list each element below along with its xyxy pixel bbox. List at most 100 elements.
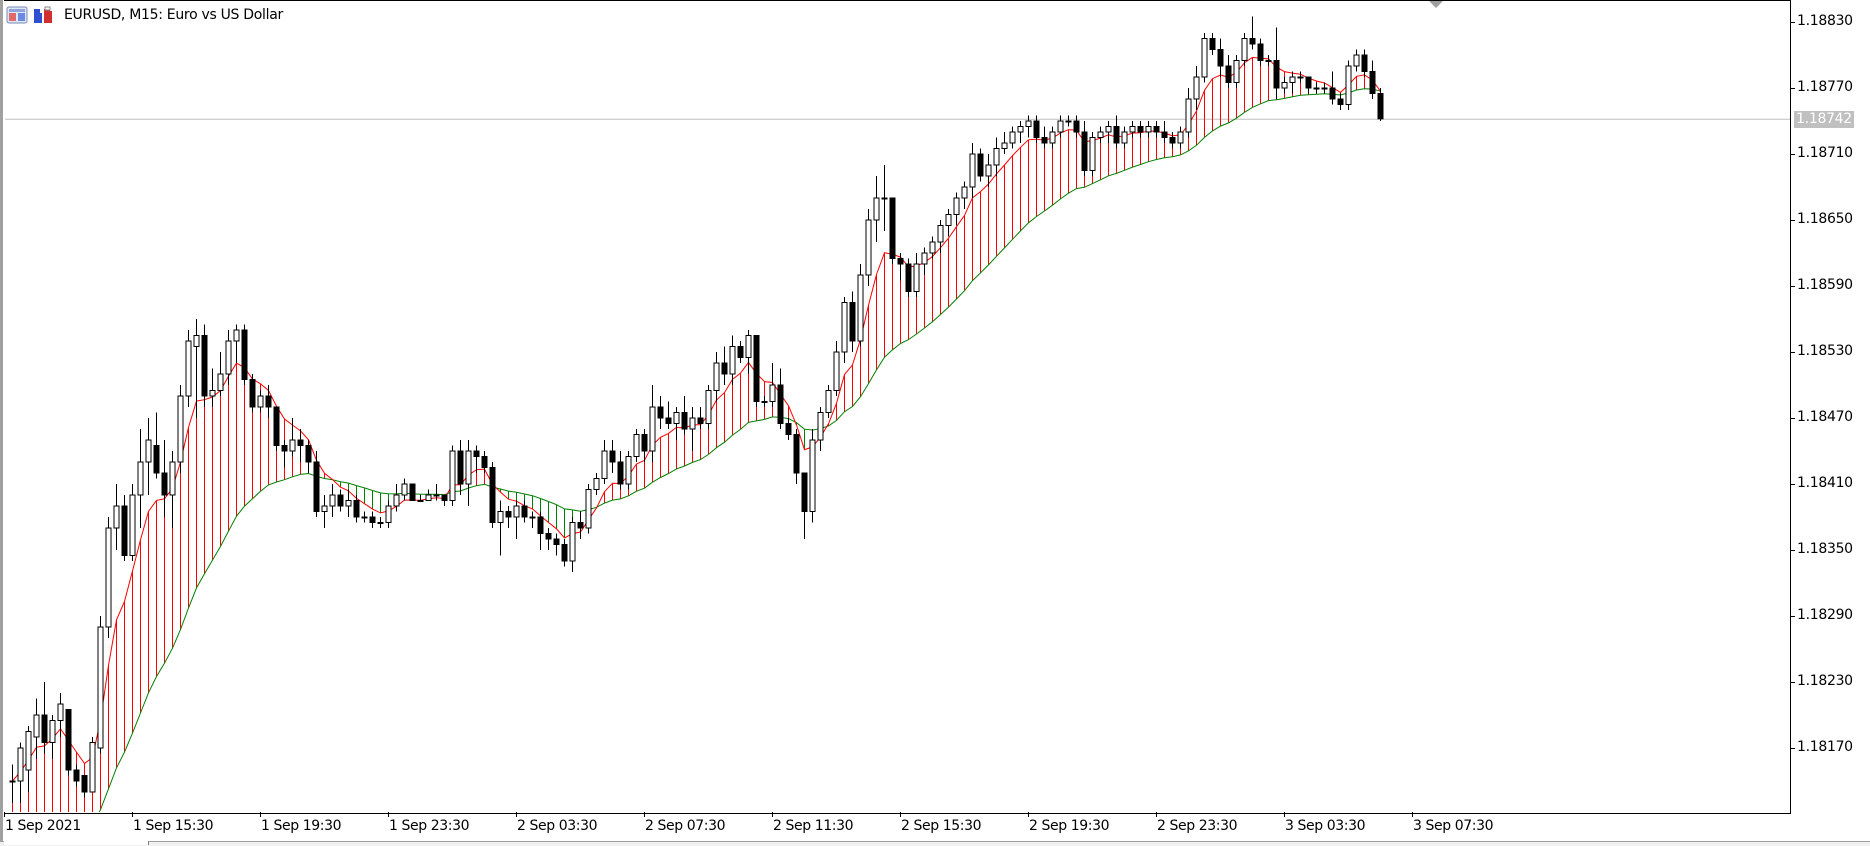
bear-candle (737, 346, 744, 358)
time-label: 2 Sep 11:30 (773, 818, 854, 834)
slow-ma-line (98, 88, 1381, 812)
bear-candle (201, 335, 208, 397)
bull-candle (1177, 131, 1184, 144)
bull-candle (1065, 120, 1072, 123)
bull-candle (921, 252, 928, 265)
price-label: 1.18230 (1797, 673, 1853, 689)
bear-candle (1329, 87, 1336, 100)
bear-candle (1249, 38, 1256, 45)
bear-candle (1273, 60, 1280, 89)
bull-candle (417, 500, 424, 502)
bull-candle (761, 401, 768, 403)
time-label: 2 Sep 03:30 (517, 818, 598, 834)
bull-candle (1289, 76, 1296, 83)
bull-candle (1145, 126, 1152, 133)
bear-candle (849, 302, 856, 342)
bull-candle (857, 274, 864, 342)
bull-candle (913, 263, 920, 292)
bear-candle (489, 467, 496, 523)
bull-candle (1353, 54, 1360, 67)
bear-candle (481, 456, 488, 468)
bull-candle (833, 351, 840, 391)
bull-candle (1241, 38, 1248, 61)
bull-candle (601, 450, 608, 479)
bull-candle (145, 439, 152, 463)
bull-candle (17, 747, 24, 782)
bear-candle (617, 461, 624, 485)
bull-candle (713, 362, 720, 391)
bear-candle (609, 450, 616, 463)
chart-window-icon[interactable] (6, 5, 28, 25)
bull-candle (1281, 82, 1288, 89)
bull-candle (809, 439, 816, 512)
bull-candle (1105, 126, 1112, 133)
fast-ma-line (12, 56, 1381, 782)
bull-candle (1009, 131, 1016, 144)
bull-candle (529, 516, 536, 519)
bear-candle (249, 379, 256, 408)
bear-candle (1369, 71, 1376, 94)
bear-candle (41, 714, 48, 743)
bull-candle (585, 489, 592, 529)
bull-candle (361, 516, 368, 519)
bear-candle (793, 434, 800, 474)
bull-candle (33, 714, 40, 738)
time-label: 2 Sep 19:30 (1029, 818, 1110, 834)
price-label: 1.18470 (1797, 409, 1853, 425)
price-label: 1.18830 (1797, 13, 1853, 29)
bull-candle (513, 505, 520, 518)
chart-shift-marker-icon[interactable] (1429, 1, 1443, 8)
bear-candle (545, 533, 552, 540)
bull-candle (185, 340, 192, 397)
bull-candle (449, 450, 456, 501)
time-label: 1 Sep 23:30 (389, 818, 470, 834)
bear-candle (81, 775, 88, 793)
bull-candle (465, 450, 472, 485)
chart-tab-eurusd[interactable] (4, 841, 149, 845)
bear-candle (1169, 137, 1176, 144)
bear-candle (1113, 126, 1120, 144)
candles (9, 16, 1384, 803)
bull-candle (1097, 131, 1104, 138)
bear-candle (801, 472, 808, 512)
bull-candle (129, 494, 136, 556)
bear-candle (473, 450, 480, 457)
bull-candle (385, 505, 392, 523)
bear-candle (457, 450, 464, 485)
bull-candle (625, 456, 632, 485)
indicator-hatch (12, 57, 1381, 812)
bull-candle (177, 395, 184, 463)
bull-candle (873, 197, 880, 221)
bull-candle (769, 384, 776, 402)
time-label: 2 Sep 07:30 (645, 818, 726, 834)
bull-candle (1017, 126, 1024, 133)
bear-candle (313, 461, 320, 512)
bull-candle (209, 390, 216, 397)
plot-area[interactable] (4, 0, 1791, 814)
bull-candle (433, 494, 440, 497)
bull-candle (1345, 65, 1352, 105)
bear-candle (777, 384, 784, 424)
bear-candle (1225, 65, 1232, 83)
bull-candle (97, 626, 104, 749)
bear-candle (721, 362, 728, 375)
bull-candle (1057, 120, 1064, 133)
bear-candle (1305, 76, 1312, 89)
bull-candle (225, 340, 232, 375)
bull-candle (729, 346, 736, 375)
bull-candle (169, 461, 176, 496)
price-label: 1.18650 (1797, 211, 1853, 227)
bear-candle (641, 434, 648, 452)
bull-candle (841, 302, 848, 353)
bear-candle (337, 494, 344, 507)
one-click-trading-icon[interactable] (32, 5, 54, 25)
bull-candle (1321, 87, 1328, 90)
bull-candle (193, 335, 200, 347)
bear-candle (697, 417, 704, 424)
bear-candle (577, 522, 584, 529)
price-label: 1.18410 (1797, 475, 1853, 491)
bear-candle (73, 769, 80, 782)
bear-candle (1081, 131, 1088, 171)
